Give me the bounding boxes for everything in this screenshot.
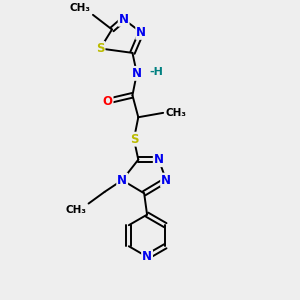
- Text: N: N: [154, 153, 164, 166]
- Text: S: S: [96, 42, 104, 55]
- Text: N: N: [119, 13, 129, 26]
- Text: N: N: [132, 67, 142, 80]
- Text: CH₃: CH₃: [65, 205, 86, 215]
- Text: S: S: [130, 133, 138, 146]
- Text: N: N: [117, 174, 127, 187]
- Text: N: N: [136, 26, 146, 39]
- Text: N: N: [161, 174, 171, 187]
- Text: -H: -H: [149, 67, 163, 77]
- Text: O: O: [103, 94, 112, 108]
- Text: CH₃: CH₃: [70, 3, 91, 13]
- Text: N: N: [142, 250, 152, 263]
- Text: CH₃: CH₃: [166, 108, 187, 118]
